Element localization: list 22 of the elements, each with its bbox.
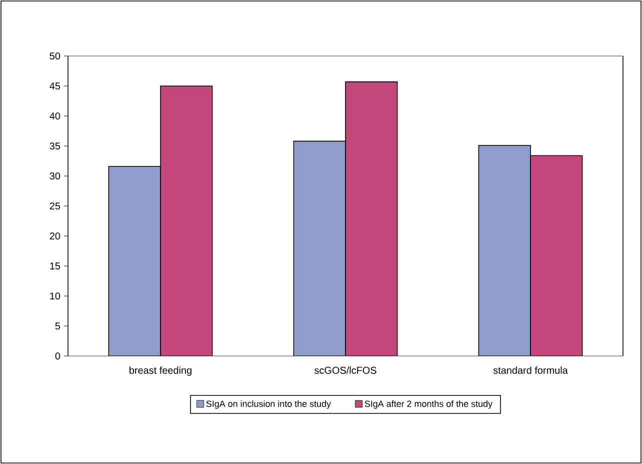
y-tick-label: 30 xyxy=(50,172,60,180)
bar xyxy=(160,86,213,356)
y-tick-label: 10 xyxy=(50,292,60,300)
y-tick-label: 40 xyxy=(50,112,60,120)
x-tick-label: scGOS/lcFOS xyxy=(314,366,376,374)
x-tick-label: standard formula xyxy=(493,366,568,374)
y-tick-label: 15 xyxy=(50,262,60,270)
bar xyxy=(108,166,161,356)
bar xyxy=(293,140,346,356)
y-tick-label: 5 xyxy=(55,322,60,330)
y-tick-label: 0 xyxy=(55,352,60,360)
bar xyxy=(345,81,398,356)
bar xyxy=(478,145,531,356)
y-tick-label: 20 xyxy=(50,232,60,240)
y-tick-label: 25 xyxy=(50,202,60,210)
legend-label: SIgA on inclusion into the study xyxy=(206,400,331,409)
y-tick-label: 35 xyxy=(50,142,60,150)
bar xyxy=(530,155,583,356)
y-tick-label: 45 xyxy=(50,82,60,90)
legend-label: SIgA after 2 months of the study xyxy=(364,400,492,409)
x-tick-label: breast feeding xyxy=(130,366,192,376)
y-tick-label: 50 xyxy=(50,52,60,60)
